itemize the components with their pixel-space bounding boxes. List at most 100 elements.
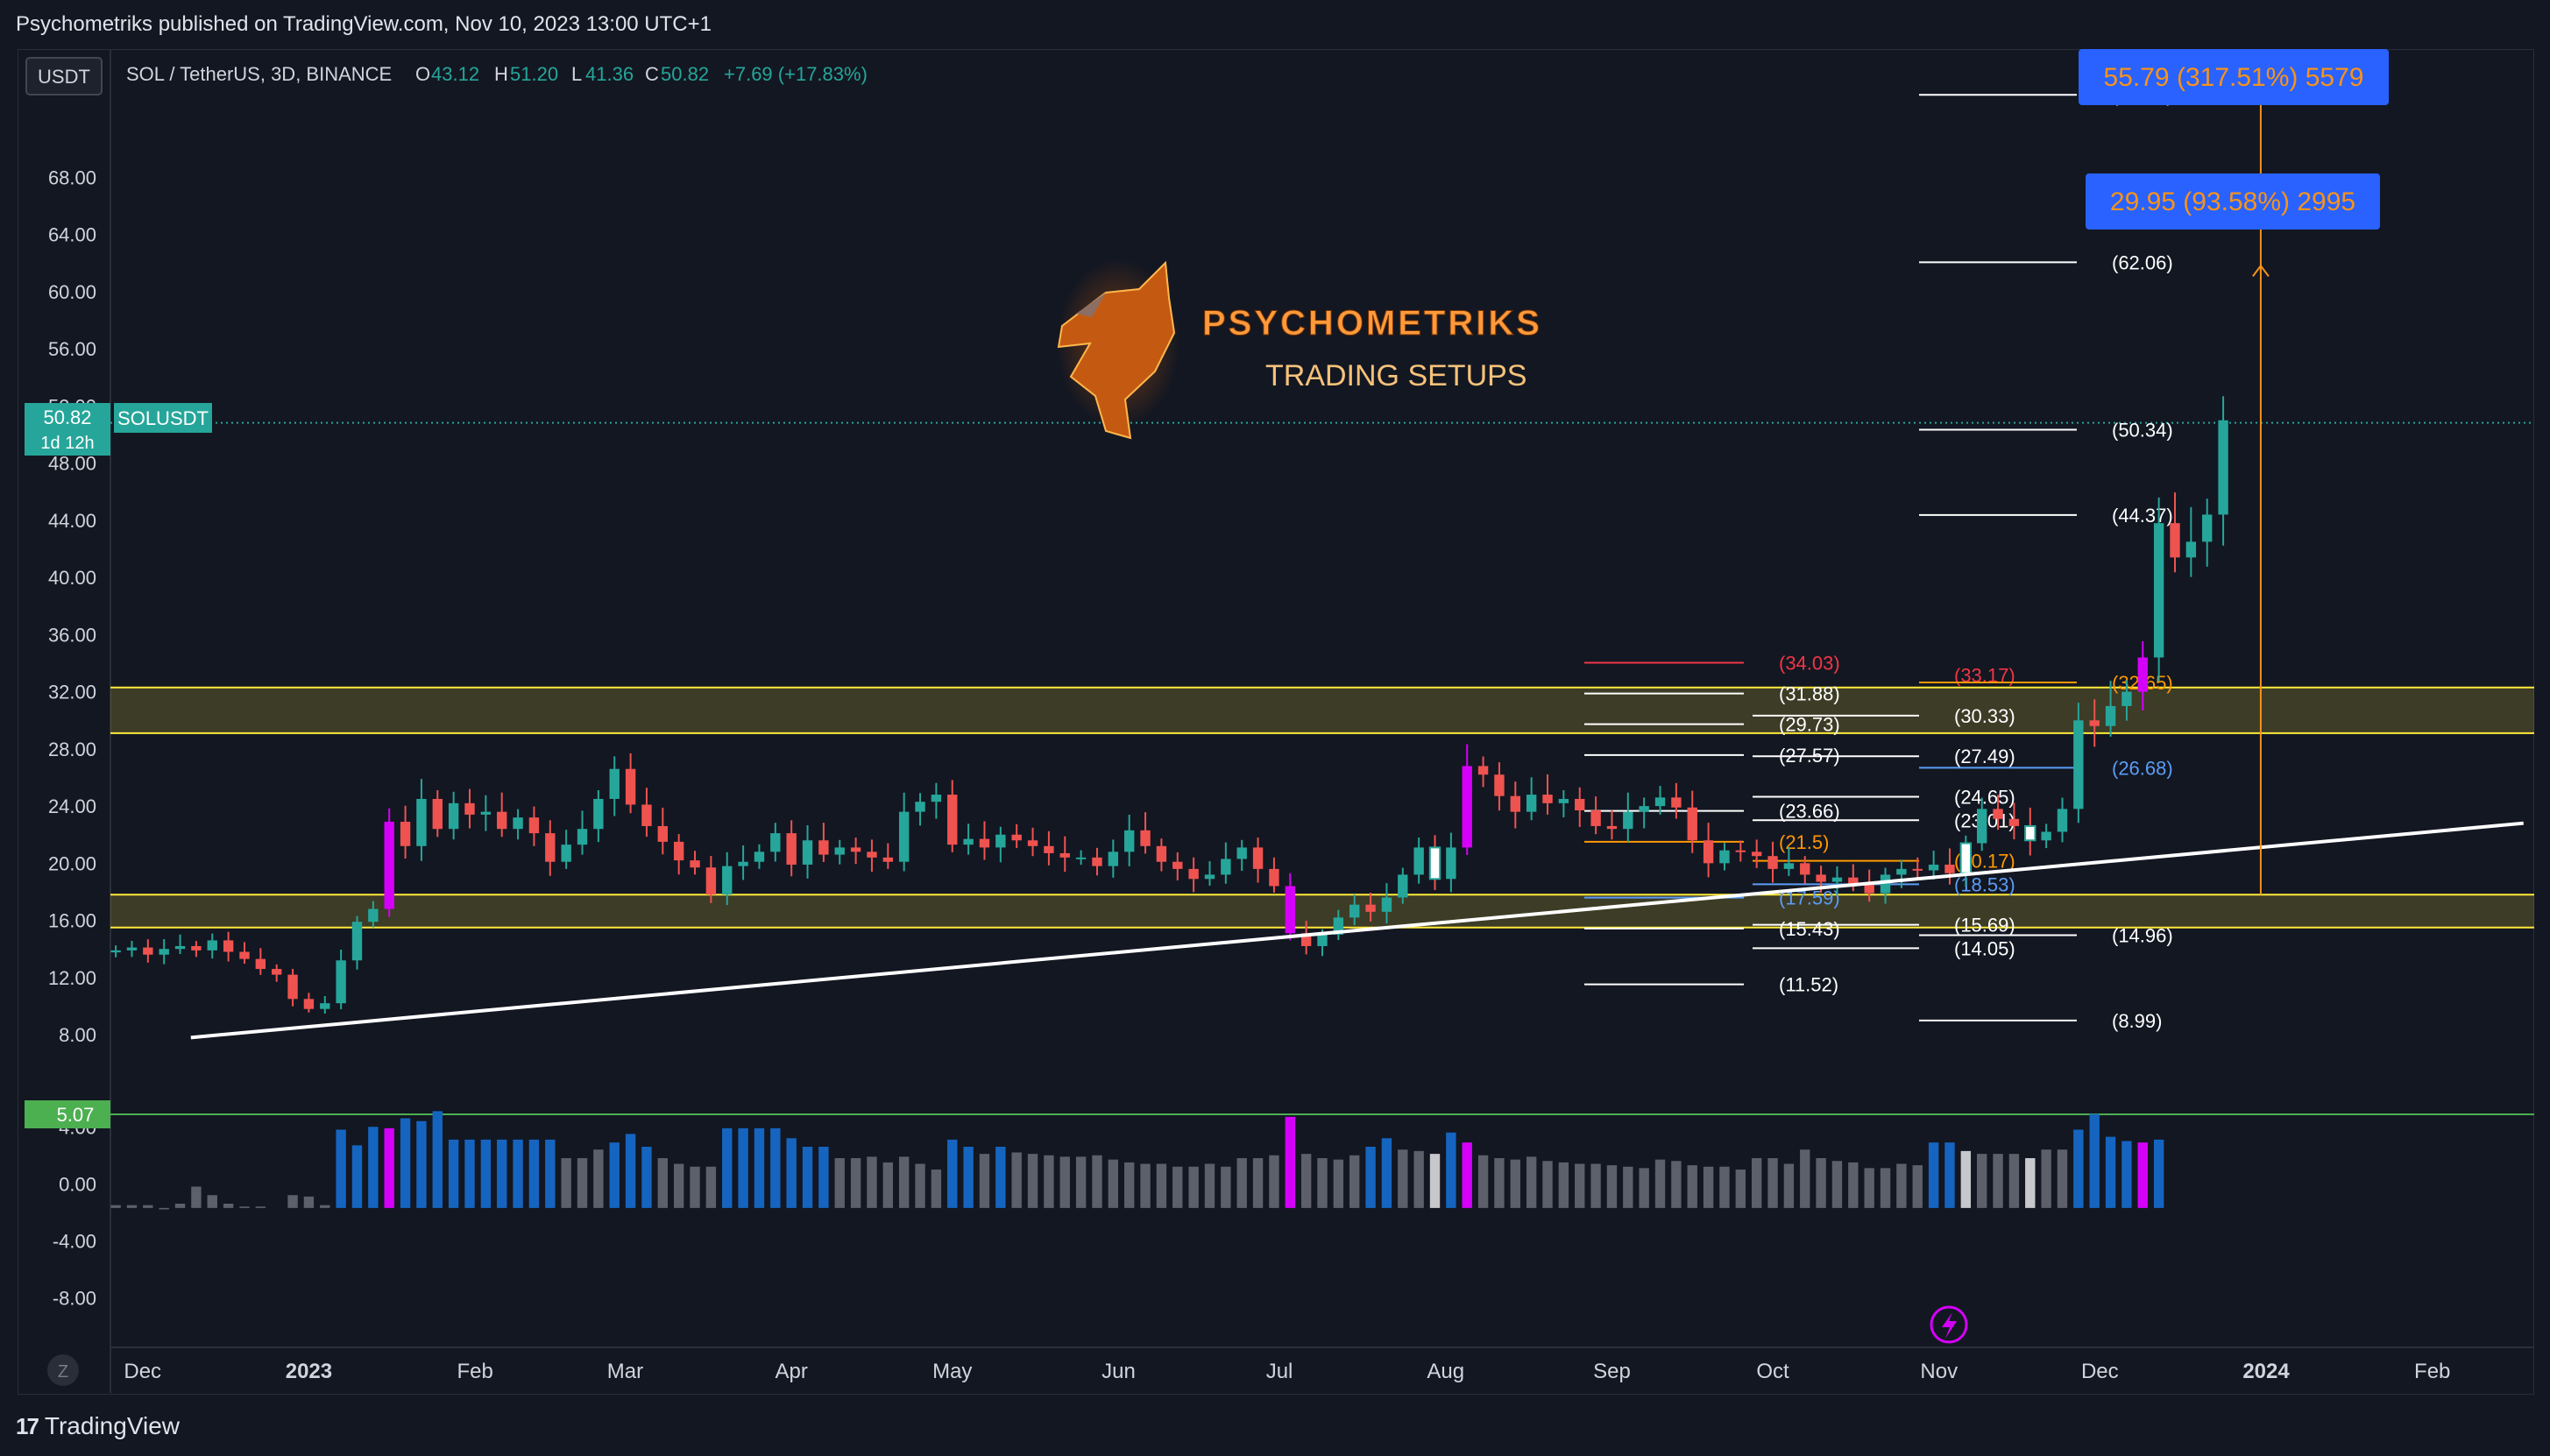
candle-body[interactable] [2089,720,2100,726]
candle-body[interactable] [1590,810,1601,826]
candle-body[interactable] [480,811,492,815]
candle-body[interactable] [673,841,684,861]
candle-body[interactable] [690,860,700,868]
candle-body[interactable] [1188,868,1199,880]
candle-body[interactable] [351,922,363,961]
candle-body[interactable] [143,947,153,955]
candle-body[interactable] [287,974,298,1000]
candle-body[interactable] [303,999,315,1009]
candle-body[interactable] [947,795,958,845]
candle-body[interactable] [400,822,411,846]
candle-body[interactable] [336,960,346,1004]
candle-body[interactable] [223,940,234,952]
candle-body[interactable] [1236,847,1247,859]
candle-body[interactable] [1719,850,1730,864]
support-resistance-zone[interactable] [110,687,2534,733]
candle-body[interactable] [850,847,861,852]
candle-body[interactable] [1059,852,1070,858]
candle-body[interactable] [657,825,668,842]
candle-body[interactable] [1639,806,1649,812]
candle-body[interactable] [416,798,427,846]
candle-body[interactable] [738,861,748,866]
candle-body[interactable] [1172,861,1183,869]
candle-body[interactable] [2057,809,2068,832]
candle-body[interactable] [1751,852,1762,857]
candle-body[interactable] [2137,657,2148,692]
candle-body[interactable] [1671,797,1682,808]
candle-body[interactable] [1285,886,1295,934]
candle-body[interactable] [1044,845,1054,853]
candle-body[interactable] [2153,523,2164,658]
candle-body[interactable] [1398,874,1408,898]
candle-body[interactable] [1477,766,1489,775]
candle-body[interactable] [1365,904,1376,912]
candle-body[interactable] [1767,856,1778,869]
candle-body[interactable] [915,802,925,812]
candle-body[interactable] [609,768,620,799]
candle-body[interactable] [432,798,443,830]
candle-body[interactable] [1526,795,1537,812]
candle-body[interactable] [272,969,282,975]
candle-body[interactable] [786,833,797,865]
candle-body[interactable] [1494,774,1505,796]
candle-body[interactable] [1542,795,1553,803]
candle-body[interactable] [1977,809,1987,844]
candle-body[interactable] [1269,868,1279,887]
auto-scale-button[interactable] [47,1354,79,1386]
candle-body[interactable] [1912,868,1923,871]
candle-body[interactable] [754,852,765,862]
candle-body[interactable] [2170,523,2180,558]
trendline[interactable] [190,821,2524,1040]
candle-body[interactable] [1333,917,1344,935]
candle-body[interactable] [239,951,250,959]
candle-body[interactable] [1204,874,1215,880]
symbol-legend[interactable]: SOL / TetherUS, 3D, BINANCE O 43.12 H 51… [126,63,868,85]
candle-body[interactable] [2105,705,2116,726]
candle-body[interactable] [1993,809,2003,819]
candle-body[interactable] [2218,420,2228,515]
candle-body[interactable] [593,798,604,830]
candle-body[interactable] [2185,541,2197,558]
candle-body[interactable] [1816,874,1826,882]
candle-body[interactable] [1880,874,1891,894]
candle-body[interactable] [159,949,169,955]
candle-body[interactable] [2008,818,2020,826]
candle-body[interactable] [368,908,379,922]
candle-body[interactable] [802,840,813,865]
candle-body[interactable] [384,822,394,909]
candle-body[interactable] [1510,795,1520,812]
measure-box-top[interactable] [2079,49,2389,105]
candle-body[interactable] [110,950,121,953]
candle-body[interactable] [2202,514,2213,542]
candle-body[interactable] [1800,863,1810,875]
candle-body[interactable] [1156,845,1167,862]
candle-body[interactable] [722,866,733,895]
candle-body[interactable] [1075,857,1087,859]
candle-body[interactable] [979,838,990,848]
candle-body[interactable] [2121,691,2132,706]
measure-box-mid[interactable] [2086,173,2380,230]
candle-body[interactable] [818,840,829,855]
candle-body[interactable] [1944,864,1955,873]
candle-body[interactable] [1783,863,1795,869]
candle-body[interactable] [528,817,540,834]
candle-body[interactable] [705,867,717,895]
candle-body[interactable] [2073,720,2084,809]
candle-body[interactable] [931,795,942,802]
candle-body[interactable] [1462,766,1472,848]
candle-body[interactable] [1928,864,1939,871]
candle-body[interactable] [1687,807,1697,841]
candle-body[interactable] [1011,834,1022,841]
candle-body[interactable] [1349,904,1360,918]
candle-body[interactable] [126,947,138,951]
candle-body[interactable] [448,802,459,830]
candle-body[interactable] [1140,830,1151,846]
candle-body[interactable] [770,833,781,852]
support-resistance-zone[interactable] [110,894,2534,928]
candle-body[interactable] [1446,847,1456,880]
lightning-icon[interactable] [1930,1305,1968,1344]
candle-body[interactable] [1831,877,1843,882]
candle-body[interactable] [641,804,652,826]
candle-body[interactable] [2041,831,2051,841]
